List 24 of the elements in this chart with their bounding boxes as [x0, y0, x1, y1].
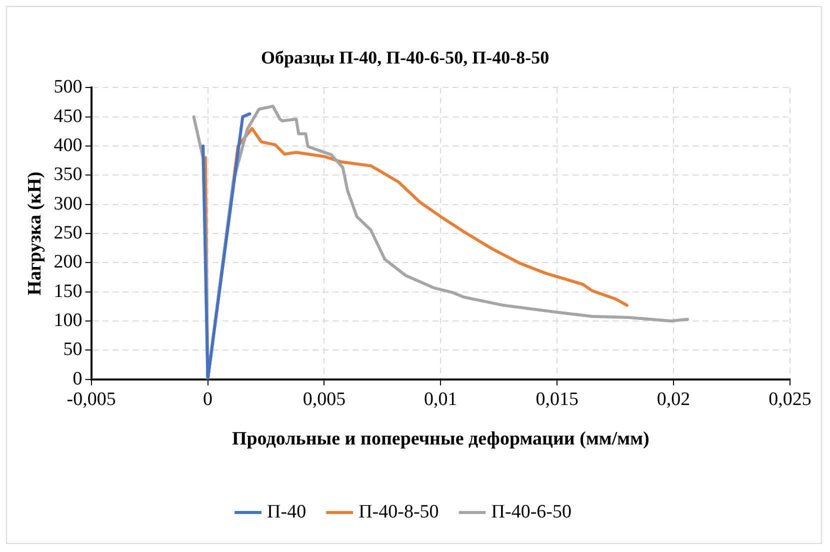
x-tick-label: -0,005	[66, 388, 116, 410]
y-tick-label: 200	[54, 252, 82, 273]
y-tick-label: 250	[54, 222, 82, 244]
y-tick-label: 100	[54, 310, 82, 332]
legend-label: П-40	[267, 501, 306, 522]
y-tick-label: 0	[72, 368, 82, 390]
x-tick-label: 0,005	[302, 388, 346, 410]
y-tick-label: 350	[54, 164, 82, 186]
x-tick-label: 0,025	[768, 388, 812, 410]
x-tick-label: 0,01	[424, 388, 458, 410]
chart-title: Образцы П-40, П-40-6-50, П-40-8-50	[260, 47, 550, 68]
x-tick-label: 0,02	[656, 388, 690, 410]
y-tick-label: 50	[63, 339, 82, 360]
legend-label: П-40-8-50	[358, 501, 439, 522]
legend-label: П-40-6-50	[491, 501, 572, 522]
y-tick-label: 300	[54, 193, 82, 214]
x-tick-label: 0	[203, 388, 212, 410]
y-tick-label: 150	[54, 280, 82, 302]
x-tick-label: 0,015	[536, 388, 578, 410]
y-axis-title: Нагрузка (кН)	[24, 172, 46, 296]
y-tick-label: 500	[54, 76, 82, 98]
x-axis-title: Продольные и поперечные деформации (мм/мм)	[232, 428, 650, 450]
y-tick-label: 450	[54, 106, 82, 127]
y-tick-label: 400	[54, 134, 82, 156]
